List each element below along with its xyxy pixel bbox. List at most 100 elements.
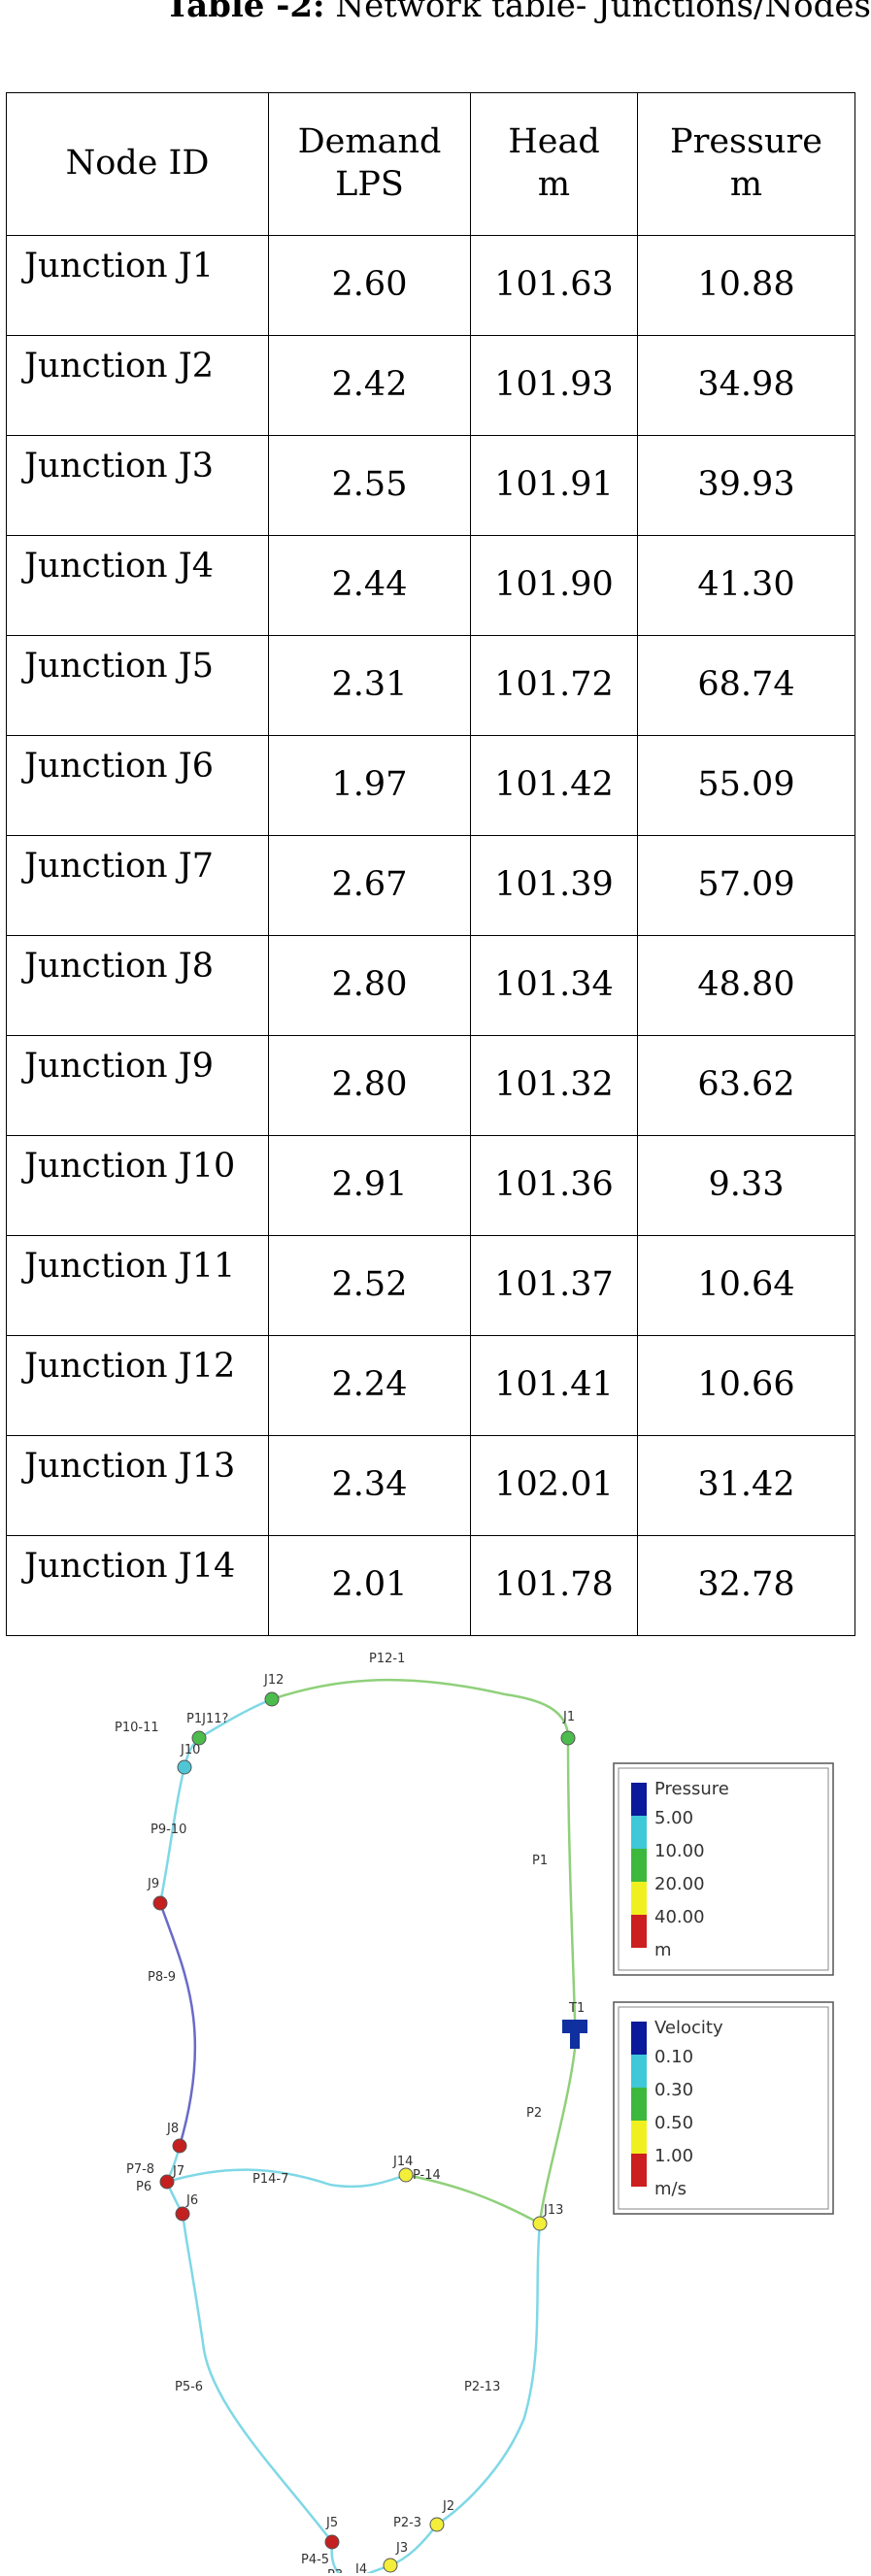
table-body: Junction J1 2.60 101.63 10.88 Junction J2 2.4… (6, 235, 855, 1636)
pipe-P12-1 (271, 1678, 506, 1701)
map-label: J1 (562, 1710, 575, 1724)
head-cell: 101.78 (470, 1535, 638, 1636)
column-header-line1: Pressure (670, 122, 822, 162)
demand-cell: 2.80 (268, 1035, 471, 1136)
node-J2 (429, 2517, 445, 2532)
map-label: P14-7 (252, 2172, 288, 2187)
map-label: T1 (568, 2001, 585, 2016)
demand-cell: 2.52 (268, 1235, 471, 1336)
table-row: Junction J5 2.31 101.72 68.74 (6, 635, 855, 736)
map-label: P1J11? (186, 1712, 228, 1726)
pipe-P2-13 (436, 2223, 542, 2526)
table-row: Junction J3 2.55 101.91 39.93 (6, 435, 855, 536)
pressure-cell: 48.80 (637, 935, 855, 1036)
velocity-legend-unit: m/s (654, 2179, 687, 2199)
node-id-cell: Junction J8 (6, 935, 269, 1036)
table-row: Junction J6 1.97 101.42 55.09 (6, 735, 855, 836)
head-cell: 102.01 (470, 1435, 638, 1536)
tank-t1-stem (570, 2033, 580, 2049)
node-J5 (324, 2534, 340, 2550)
map-label: J9 (147, 1877, 159, 1891)
node-id-cell: Junction J5 (6, 635, 269, 736)
demand-cell: 1.97 (268, 735, 471, 836)
pipe-P8-9 (158, 1902, 197, 2147)
pressure-legend-box (613, 1762, 834, 1976)
pressure-legend-level: 40.00 (654, 1907, 705, 1927)
pressure-cell: 10.88 (637, 235, 855, 336)
table-row: Junction J12 2.24 101.41 10.66 (6, 1335, 855, 1436)
map-label: J12 (263, 1673, 284, 1688)
pressure-cell: 9.33 (637, 1135, 855, 1236)
node-id-cell: Junction J12 (6, 1335, 269, 1436)
map-label: P7-8 (126, 2162, 154, 2177)
node-J3 (383, 2558, 398, 2573)
pipe-P2 (538, 2048, 577, 2225)
node-id-cell: Junction J7 (6, 835, 269, 936)
pipe-P14-7 (166, 2168, 407, 2189)
table-row: Junction J13 2.34 102.01 31.42 (6, 1435, 855, 1536)
column-header-line1: Demand (297, 122, 442, 162)
head-cell: 101.91 (470, 435, 638, 536)
node-id-cell: Junction J1 (6, 235, 269, 336)
velocity-legend-level: 0.10 (654, 2047, 693, 2067)
head-cell: 101.93 (470, 335, 638, 436)
table-row: Junction J9 2.80 101.32 63.62 (6, 1035, 855, 1136)
node-J14 (398, 2167, 414, 2183)
velocity-legend-level: 0.30 (654, 2080, 693, 2100)
column-header-line2: m (537, 165, 571, 204)
head-cell: 101.34 (470, 935, 638, 1036)
pressure-cell: 32.78 (637, 1535, 855, 1636)
map-label: J8 (166, 2122, 179, 2136)
table-row: Junction J7 2.67 101.39 57.09 (6, 835, 855, 936)
pressure-legend-title: Pressure (654, 1779, 729, 1799)
caption-prefix: Table -2: (165, 0, 325, 25)
node-J1 (560, 1730, 576, 1746)
demand-cell: 2.44 (268, 535, 471, 636)
node-J13 (532, 2216, 548, 2231)
pressure-legend-level: 20.00 (654, 1874, 705, 1894)
table-row: Junction J11 2.52 101.37 10.64 (6, 1235, 855, 1336)
pipe-P1 (566, 1737, 577, 2021)
table-row: Junction J8 2.80 101.34 48.80 (6, 935, 855, 1036)
map-label: P10-11 (115, 1721, 159, 1735)
demand-cell: 2.42 (268, 335, 471, 436)
node-id-cell: Junction J2 (6, 335, 269, 436)
velocity-legend-color-3 (631, 2121, 647, 2154)
velocity-legend-inner-box (618, 2006, 829, 2210)
head-cell: 101.39 (470, 835, 638, 936)
column-header-line1: Head (508, 122, 600, 162)
column-header-2: Head m (470, 92, 638, 236)
pressure-legend-color-3 (631, 1882, 647, 1915)
map-label: P8-9 (148, 1970, 176, 1985)
map-label: P2 (526, 2106, 542, 2121)
node-J11 (191, 1730, 207, 1746)
pressure-legend-level: 10.00 (654, 1841, 705, 1861)
demand-cell: 2.55 (268, 435, 471, 536)
pressure-legend-inner-box (618, 1767, 829, 1971)
demand-cell: 2.31 (268, 635, 471, 736)
network-junction-table: Node ID Demand LPS Head m Pressure m Junction … (6, 92, 855, 1636)
demand-cell: 2.67 (268, 835, 471, 936)
pressure-cell: 57.09 (637, 835, 855, 936)
velocity-legend-level: 1.00 (654, 2146, 693, 2166)
column-header-line1: Node ID (65, 144, 210, 184)
node-id-cell: Junction J10 (6, 1135, 269, 1236)
table-row: Junction J14 2.01 101.78 32.78 (6, 1535, 855, 1636)
demand-cell: 2.60 (268, 235, 471, 336)
tank-t1-top (562, 2020, 587, 2033)
map-label: P1 (532, 1854, 548, 1868)
pressure-cell: 55.09 (637, 735, 855, 836)
pipe-P12-1b (504, 1692, 570, 1739)
pressure-cell: 63.62 (637, 1035, 855, 1136)
column-header-line2: m (729, 165, 763, 204)
node-id-cell: Junction J9 (6, 1035, 269, 1136)
node-J8 (172, 2138, 187, 2154)
pressure-legend-color-0 (631, 1783, 647, 1816)
pressure-legend-color-2 (631, 1849, 647, 1882)
head-cell: 101.36 (470, 1135, 638, 1236)
node-J7 (159, 2174, 175, 2190)
demand-cell: 2.80 (268, 935, 471, 1036)
node-id-cell: Junction J13 (6, 1435, 269, 1536)
table-caption: Table -2: Network table- Junctions/Nodes (0, 0, 871, 25)
column-header-1: Demand LPS (268, 92, 471, 236)
